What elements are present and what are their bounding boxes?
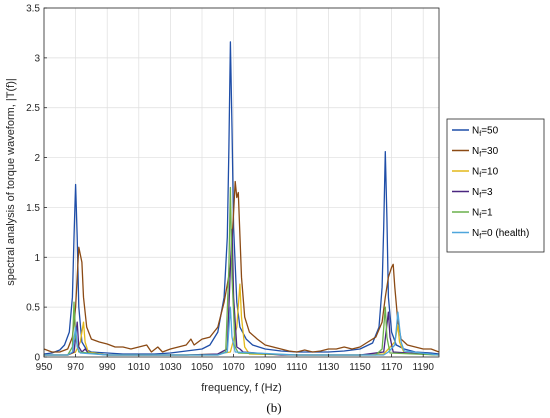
y-tick-label: 3.5	[26, 4, 40, 15]
y-tick-label: 3	[34, 53, 40, 64]
x-tick-label: 1110	[286, 362, 307, 373]
x-tick-label: 990	[99, 362, 116, 373]
legend-label: Nf=3	[472, 187, 493, 200]
x-tick-label: 1030	[159, 362, 182, 373]
legend-label: Nf=0 (health)	[472, 228, 529, 241]
x-tick-label: 1090	[254, 362, 277, 373]
x-tick-label: 1010	[128, 362, 151, 373]
y-tick-label: 1.5	[26, 203, 40, 214]
legend-label: Nf=30	[472, 146, 499, 159]
figure-caption: (b)	[266, 400, 281, 415]
legend-label: Nf=1	[472, 208, 493, 221]
x-tick-label: 1170	[381, 362, 403, 373]
y-tick-label: 2.5	[26, 103, 40, 114]
y-tick-label: 0	[34, 353, 40, 364]
legend-label: Nf=10	[472, 167, 499, 180]
y-tick-label: 1	[34, 253, 40, 264]
x-axis-label: frequency, f (Hz)	[201, 382, 282, 394]
y-tick-label: 2	[34, 153, 40, 164]
x-tick-label: 970	[67, 362, 84, 373]
x-tick-label: 1050	[191, 362, 214, 373]
y-axis-label: spectral analysis of torque waveform, |T…	[5, 78, 17, 285]
x-tick-label: 1150	[349, 362, 371, 373]
x-tick-label: 1070	[222, 362, 245, 373]
y-tick-label: 0.5	[26, 303, 40, 314]
x-tick-label: 1130	[318, 362, 340, 373]
x-tick-label: 1190	[412, 362, 434, 373]
legend-label: Nf=50	[472, 126, 499, 139]
legend: Nf=50 Nf=30 Nf=10 Nf=3 Nf=1 Nf=0 (health)	[447, 119, 544, 252]
x-tick-label: 950	[36, 362, 53, 373]
